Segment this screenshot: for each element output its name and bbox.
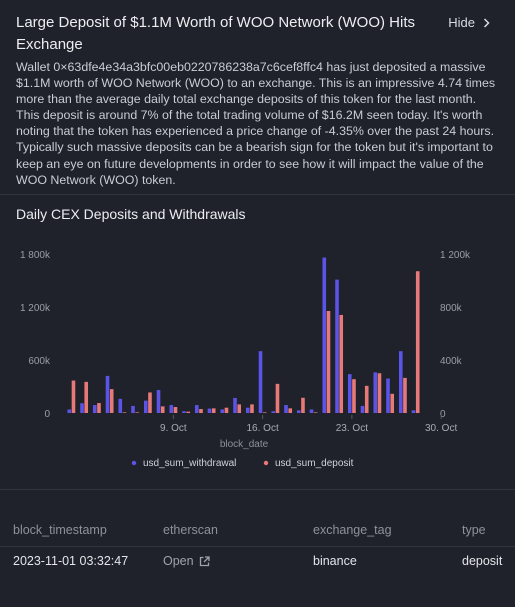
column-header[interactable]: etherscan xyxy=(163,523,218,537)
y-right-tick-label: 0 xyxy=(440,409,446,420)
withdrawal-bar xyxy=(118,398,123,413)
column-header[interactable]: type xyxy=(462,523,486,537)
deposit-bar xyxy=(250,404,254,413)
withdrawal-bar xyxy=(143,400,148,413)
deposit-bar xyxy=(403,377,407,413)
legend-marker-withdrawal xyxy=(131,460,137,466)
withdrawal-bar xyxy=(220,409,225,413)
exchange-tag-cell: binance xyxy=(313,554,357,568)
withdrawal-bar xyxy=(156,390,161,413)
deposit-bar xyxy=(97,403,101,413)
deposit-bar xyxy=(173,407,178,413)
etherscan-open-link[interactable]: Open xyxy=(163,554,210,568)
x-tick-label: 16. Oct xyxy=(247,423,279,434)
withdrawal-bar xyxy=(207,408,212,413)
deposit-bar xyxy=(148,392,152,413)
deposit-bar xyxy=(71,380,76,413)
withdrawal-bar xyxy=(347,374,352,413)
withdrawal-bar xyxy=(80,403,84,413)
deposit-bar xyxy=(301,397,305,413)
deposit-bar xyxy=(313,412,318,413)
y-left-tick-label: 1 800k xyxy=(20,250,51,261)
deposit-bar xyxy=(122,412,127,413)
x-tick-label: 9. Oct xyxy=(160,423,187,434)
legend-label-withdrawal: usd_sum_withdrawal xyxy=(143,458,236,469)
deposits-withdrawals-chart: 0 600k 1 200k 1 800k 0 400k 800k 1 200k 9. Oct 16… xyxy=(20,250,471,469)
deposit-bar xyxy=(224,407,229,413)
withdrawal-bar xyxy=(131,405,135,413)
y-left-tick-label: 600k xyxy=(28,356,51,367)
withdrawal-bar xyxy=(245,407,250,413)
withdrawal-bar xyxy=(309,409,314,413)
deposit-bar xyxy=(275,383,280,413)
hide-button[interactable]: Hide xyxy=(448,15,490,30)
legend-marker-deposit xyxy=(263,460,269,466)
column-header[interactable]: exchange_tag xyxy=(313,523,392,537)
y-left-tick-label: 1 200k xyxy=(20,303,51,314)
withdrawal-bar xyxy=(411,410,416,413)
open-link-label: Open xyxy=(163,554,194,568)
type-cell: deposit xyxy=(462,554,503,568)
x-axis-label: block_date xyxy=(220,439,269,450)
y-right-tick-label: 1 200k xyxy=(440,250,471,261)
withdrawal-bar xyxy=(284,405,288,413)
divider xyxy=(0,489,515,490)
withdrawal-bar xyxy=(67,409,72,413)
deposit-bar xyxy=(109,389,114,413)
withdrawal-bar xyxy=(360,405,365,413)
deposit-bar xyxy=(211,408,216,413)
chevron-right-icon xyxy=(483,17,490,28)
divider xyxy=(0,194,515,195)
withdrawal-bar xyxy=(194,405,199,413)
deposit-bar xyxy=(84,381,89,413)
legend-label-deposit: usd_sum_deposit xyxy=(275,458,354,469)
deposit-bar xyxy=(199,409,203,413)
y-right-tick-label: 400k xyxy=(440,356,463,367)
deposit-bar xyxy=(415,271,420,413)
deposit-bar xyxy=(186,411,191,413)
withdrawal-bar xyxy=(169,405,174,413)
withdrawal-bar xyxy=(322,257,327,413)
deposit-bar xyxy=(352,379,356,413)
column-header[interactable]: block_timestamp xyxy=(13,523,107,537)
withdrawal-bar xyxy=(105,375,110,413)
external-link-icon xyxy=(199,555,210,566)
alert-description: Wallet 0×63dfe4e34a3bfc00eb0220786238a7c… xyxy=(16,60,496,187)
withdrawal-bar xyxy=(271,411,276,413)
x-tick-label: 23. Oct xyxy=(336,423,368,434)
deposit-bar xyxy=(339,314,344,413)
alert-title: Large Deposit of $1.1M Worth of WOO Netw… xyxy=(16,14,415,53)
withdrawal-bar xyxy=(296,410,301,413)
withdrawal-bar xyxy=(92,405,97,413)
withdrawal-bar xyxy=(233,397,237,413)
deposit-bar xyxy=(160,406,165,413)
withdrawal-bar xyxy=(373,372,378,413)
y-right-tick-label: 800k xyxy=(440,303,463,314)
alert-header: Large Deposit of $1.1M Worth of WOO Netw… xyxy=(16,12,502,56)
deposit-bar xyxy=(288,408,293,413)
x-tick-label: 30. Oct xyxy=(425,423,457,434)
deposit-bar xyxy=(390,393,395,413)
divider xyxy=(0,546,515,547)
deposit-bar xyxy=(364,385,369,413)
withdrawal-bar xyxy=(386,378,390,413)
withdrawal-bar xyxy=(335,279,339,413)
deposit-bar xyxy=(135,412,140,413)
y-left-tick-label: 0 xyxy=(44,409,50,420)
deposit-bar xyxy=(237,404,242,413)
timestamp-cell: 2023-11-01 03:32:47 xyxy=(13,554,129,568)
withdrawal-bar xyxy=(398,351,403,413)
withdrawal-bar xyxy=(182,411,186,413)
chart-title: Daily CEX Deposits and Withdrawals xyxy=(16,206,246,222)
withdrawal-bar xyxy=(258,351,263,413)
hide-label: Hide xyxy=(448,15,475,30)
deposit-bar xyxy=(377,373,382,413)
deposit-bar xyxy=(326,310,331,413)
deposit-bar xyxy=(262,412,267,413)
